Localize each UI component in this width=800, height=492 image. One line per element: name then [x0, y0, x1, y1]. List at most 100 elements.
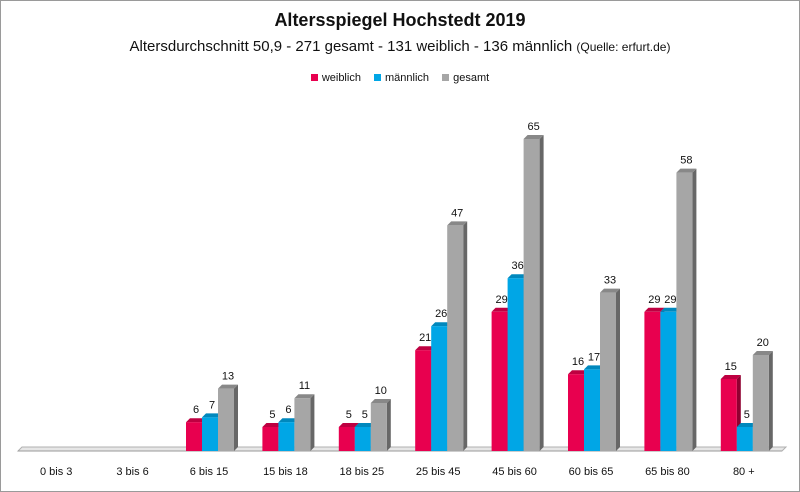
legend-swatch-weiblich [310, 74, 318, 81]
bar-männlich-3 [278, 422, 295, 451]
bar-side-gesamt-4 [386, 399, 391, 451]
bar-männlich-7 [584, 369, 600, 451]
bar-top-gesamt-6 [523, 135, 544, 139]
bar-top-gesamt-4 [370, 399, 391, 403]
bar-top-weiblich-4 [338, 423, 359, 427]
legend-label-maennlich: männlich [385, 72, 430, 84]
bar-side-gesamt-8 [692, 168, 697, 451]
bar-side-gesamt-6 [539, 135, 544, 451]
bar-top-männlich-8 [660, 307, 681, 312]
bar-top-männlich-6 [507, 274, 528, 279]
bar-männlich-6 [507, 278, 524, 451]
bar-top-gesamt-3 [294, 394, 315, 399]
data-label-männlich-3: 6 [285, 404, 291, 416]
bar-top-männlich-4 [354, 423, 375, 427]
bar-gesamt-7 [600, 292, 616, 451]
x-tick-label-5: 25 bis 45 [416, 466, 461, 478]
bar-gesamt-5 [447, 225, 464, 451]
x-tick-label-7: 60 bis 65 [569, 466, 614, 478]
x-tick-label-0: 0 bis 3 [40, 466, 72, 478]
legend-swatch-gesamt [442, 74, 450, 81]
data-label-gesamt-9: 20 [757, 337, 769, 349]
bar-weiblich-3 [262, 427, 279, 451]
bar-top-gesamt-9 [752, 351, 773, 355]
data-label-gesamt-3: 11 [299, 380, 310, 392]
bar-top-gesamt-8 [676, 168, 697, 173]
data-label-männlich-7: 17 [588, 351, 600, 363]
legend-swatch-maennlich [374, 74, 382, 81]
subtitle-text: Altersdurchschnitt 50,9 - 271 gesamt - 1… [129, 38, 573, 55]
x-tick-label-4: 18 bis 25 [339, 466, 384, 478]
bar-side-gesamt-3 [310, 394, 315, 451]
chart-subtitle: Altersdurchschnitt 50,9 - 271 gesamt - 1… [0, 38, 800, 55]
data-label-gesamt-6: 65 [527, 121, 539, 133]
bar-gesamt-8 [676, 172, 693, 451]
source-note: (Quelle: erfurt.de) [576, 40, 671, 54]
legend-item-weiblich: weiblich [310, 72, 361, 84]
bar-side-gesamt-5 [463, 221, 468, 451]
x-tick-label-9: 80 + [733, 466, 755, 478]
bar-gesamt-3 [294, 398, 311, 451]
bar-gesamt-6 [523, 139, 540, 451]
bar-weiblich-6 [491, 311, 508, 451]
data-label-weiblich-8: 29 [648, 294, 660, 306]
chart-legend: weiblich männlich gesamt [0, 72, 800, 84]
legend-label-gesamt: gesamt [453, 72, 490, 84]
bar-top-gesamt-2 [218, 384, 238, 389]
bar-weiblich-5 [415, 350, 432, 451]
x-tick-label-8: 65 bis 80 [645, 466, 690, 478]
data-label-gesamt-4: 10 [375, 385, 387, 397]
bar-top-weiblich-6 [491, 307, 512, 312]
bar-top-männlich-5 [431, 322, 452, 327]
bar-männlich-2 [202, 417, 218, 451]
data-label-gesamt-7: 33 [604, 275, 616, 287]
x-tick-label-6: 45 bis 60 [492, 466, 537, 478]
bar-weiblich-4 [338, 427, 355, 451]
bar-top-weiblich-5 [415, 346, 436, 351]
bar-side-gesamt-7 [616, 288, 620, 451]
x-tick-label-1: 3 bis 6 [116, 466, 148, 478]
legend-item-maennlich: männlich [374, 72, 429, 84]
data-label-weiblich-5: 21 [419, 332, 431, 344]
bar-gesamt-4 [370, 403, 387, 451]
bar-männlich-8 [660, 311, 677, 451]
bar-top-männlich-9 [736, 423, 757, 427]
data-label-männlich-6: 36 [511, 260, 523, 272]
data-label-weiblich-4: 5 [346, 409, 352, 421]
bar-top-männlich-3 [278, 418, 299, 423]
bar-weiblich-2 [186, 422, 202, 451]
x-tick-label-2: 6 bis 15 [190, 466, 229, 478]
data-label-männlich-5: 26 [435, 308, 447, 320]
x-tick-label-3: 15 bis 18 [263, 466, 308, 478]
bar-top-weiblich-9 [720, 375, 741, 379]
data-label-männlich-4: 5 [362, 409, 368, 421]
bar-top-weiblich-3 [262, 423, 283, 427]
bar-top-gesamt-5 [447, 221, 468, 226]
data-label-gesamt-2: 13 [222, 371, 234, 383]
data-label-gesamt-5: 47 [451, 207, 463, 219]
bar-männlich-4 [354, 427, 371, 451]
bar-gesamt-9 [752, 355, 769, 451]
bar-männlich-5 [431, 326, 448, 451]
data-label-männlich-9: 5 [744, 409, 750, 421]
bar-weiblich-7 [568, 374, 584, 451]
bar-side-gesamt-2 [234, 384, 238, 451]
data-label-gesamt-8: 58 [680, 155, 692, 167]
bar-weiblich-9 [720, 379, 737, 451]
bar-side-gesamt-9 [768, 351, 773, 451]
legend-label-weiblich: weiblich [321, 72, 361, 84]
bar-weiblich-8 [644, 311, 661, 451]
bar-top-männlich-2 [202, 413, 222, 418]
data-label-männlich-8: 29 [664, 294, 676, 306]
chart-title: Altersspiegel Hochstedt 2019 [274, 10, 526, 30]
bar-top-weiblich-2 [186, 418, 206, 423]
legend-item-gesamt: gesamt [442, 72, 489, 84]
data-label-weiblich-9: 15 [725, 361, 737, 373]
data-label-weiblich-7: 16 [572, 356, 584, 368]
bar-männlich-9 [736, 427, 753, 451]
bar-top-weiblich-8 [644, 307, 665, 312]
bar-gesamt-2 [218, 388, 234, 451]
data-label-männlich-2: 7 [209, 399, 215, 411]
bar-top-weiblich-7 [568, 370, 588, 375]
